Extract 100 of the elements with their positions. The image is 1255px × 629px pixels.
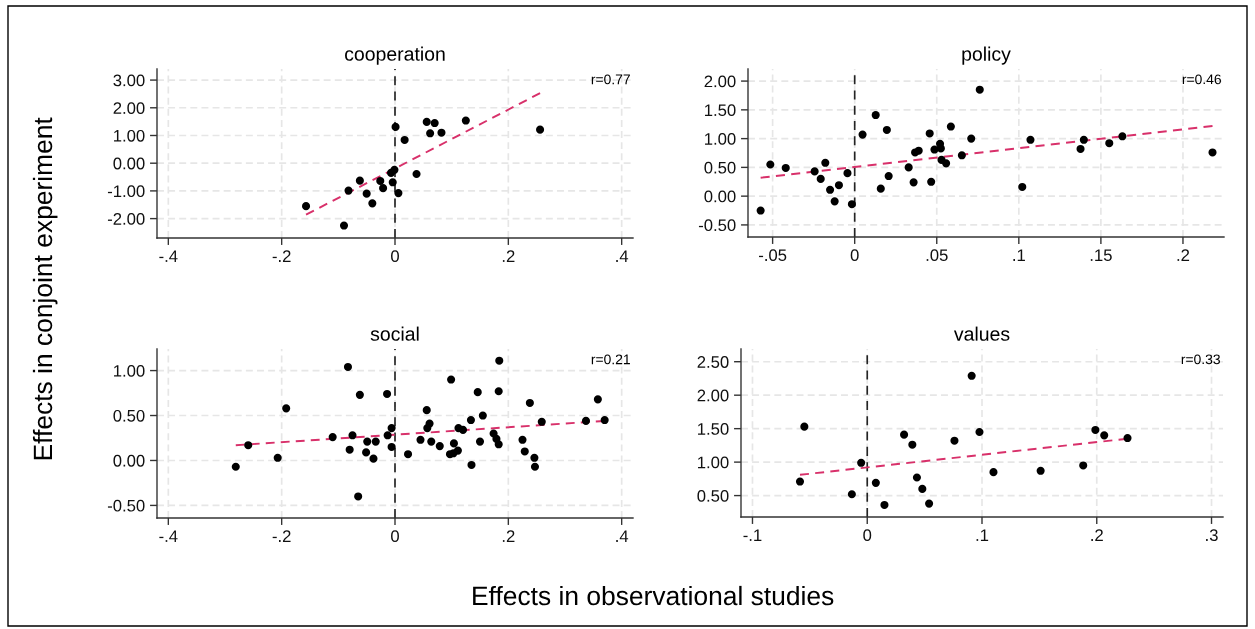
point (458, 425, 468, 434)
point (348, 431, 357, 440)
point (387, 424, 396, 433)
point (600, 415, 609, 425)
point (412, 169, 421, 179)
point (388, 178, 397, 187)
point (520, 447, 529, 456)
y-tick-label: 1.50 (705, 104, 736, 117)
point (525, 398, 534, 407)
point (518, 435, 527, 444)
point (343, 362, 353, 372)
point (328, 433, 337, 442)
point (942, 159, 951, 168)
point (494, 387, 503, 396)
point (975, 85, 984, 94)
point (795, 477, 805, 486)
y-tick-label: 0.50 (704, 161, 736, 174)
x-tick-label: 0 (850, 249, 859, 262)
y-axis-title: Effects in conjoint experiment (32, 117, 58, 460)
point (826, 185, 835, 194)
point (478, 411, 487, 420)
x-axis-title: Effects in observational studies (473, 585, 834, 606)
point (344, 186, 353, 195)
x-tick-label: .3 (1206, 529, 1218, 542)
point (425, 419, 434, 428)
point (537, 417, 546, 426)
x-tick-label: .4 (616, 530, 629, 542)
point (495, 356, 504, 365)
point (447, 375, 456, 384)
point (403, 450, 413, 459)
point (371, 437, 380, 446)
point (781, 163, 790, 173)
point (1091, 425, 1100, 435)
point (816, 174, 825, 183)
point (416, 435, 425, 444)
x-tick-label: -.4 (159, 250, 178, 262)
point (391, 122, 400, 131)
x-tick-label: .2 (1177, 249, 1190, 261)
point (427, 437, 436, 446)
point (435, 442, 444, 451)
point (345, 445, 354, 454)
point (871, 478, 880, 487)
point (475, 437, 485, 446)
x-tick-label: -.2 (272, 530, 291, 542)
point (466, 415, 475, 425)
point (925, 499, 934, 508)
x-tick-label: .2 (1091, 529, 1103, 541)
point (800, 422, 809, 431)
x-tick-label: .2 (502, 530, 515, 542)
annotation: r=0.33 (1181, 354, 1220, 365)
point (1105, 139, 1114, 148)
y-tick-label: -0.50 (107, 499, 145, 512)
point (355, 176, 364, 185)
point (1079, 461, 1088, 470)
point (946, 122, 955, 131)
point (880, 500, 889, 509)
point (975, 427, 984, 437)
annotation: r=0.77 (591, 74, 630, 85)
chart-title: values (953, 326, 1010, 341)
x-tick-label: .15 (1090, 249, 1112, 262)
chart-title: cooperation (345, 46, 445, 65)
point (453, 446, 462, 455)
point (908, 440, 917, 449)
point (871, 110, 880, 120)
x-tick-label: 0 (863, 529, 872, 542)
x-tick-label: .2 (502, 250, 515, 262)
annotation: r=0.21 (591, 354, 630, 365)
point (904, 163, 913, 172)
point (400, 135, 409, 144)
point (918, 484, 927, 493)
point (936, 144, 945, 153)
point (426, 129, 435, 138)
y-tick-label: -2.00 (107, 213, 145, 225)
point (363, 437, 372, 446)
point (810, 167, 819, 176)
point (766, 160, 775, 169)
point (1123, 433, 1132, 443)
point (473, 388, 482, 397)
point (1079, 135, 1088, 144)
y-tick-label: 2.00 (704, 75, 736, 88)
point (1118, 132, 1127, 141)
point (282, 404, 291, 413)
y-tick-label: 0.00 (113, 454, 145, 467)
y-tick-label: 0.50 (697, 489, 729, 502)
point (957, 151, 966, 160)
y-tick-label: 2.50 (697, 356, 729, 368)
point (494, 440, 503, 449)
point (876, 184, 885, 193)
annotation: r=0.46 (1182, 74, 1222, 85)
y-tick-label: 2.00 (697, 389, 729, 402)
point (461, 116, 470, 125)
point (355, 390, 364, 399)
point (830, 197, 839, 206)
point (369, 454, 378, 463)
x-tick-label: .4 (616, 250, 629, 262)
point (581, 416, 591, 425)
point (834, 181, 843, 190)
point (847, 200, 856, 209)
point (1018, 182, 1027, 191)
point (379, 184, 388, 193)
